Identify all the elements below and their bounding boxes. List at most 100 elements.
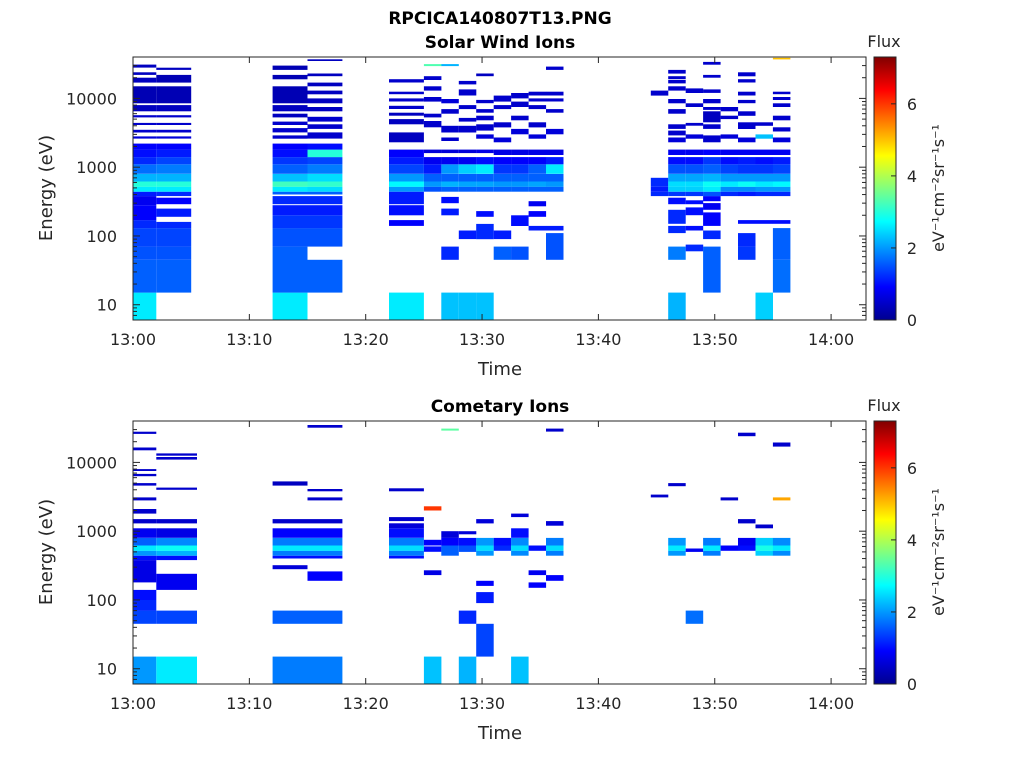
solar-wind-cell-11-0 [528, 225, 547, 231]
solar-wind-cell-4-13 [389, 105, 424, 109]
solar-wind-cell-14-10 [668, 157, 686, 165]
cometary-cell-2-4 [272, 550, 308, 556]
solar-wind-cell-1-0 [156, 259, 192, 293]
solar-wind-cell-11-3 [528, 186, 547, 192]
solar-wind-cell-0-12 [133, 157, 157, 165]
cometary-cell-3-10 [307, 489, 343, 492]
solar-wind-cell-15-6 [685, 181, 704, 187]
solar-wind-cell-19-0 [755, 292, 773, 320]
solar-wind-cell-5-9 [423, 86, 442, 91]
solar-wind-cell-20-1 [772, 228, 791, 260]
solar-wind-cell-4-10 [389, 132, 424, 143]
cometary-cell-2-1 [272, 610, 308, 624]
solar-wind-cell-16-18 [703, 74, 721, 78]
solar-wind-cell-4-1 [389, 220, 424, 226]
solar-wind-colorbar-title: Flux [867, 32, 900, 51]
solar-wind-cell-18-16 [738, 72, 756, 77]
cometary-heatmap [133, 425, 791, 684]
solar-wind-cell-1-15 [156, 129, 192, 133]
cometary-cell-2-8 [272, 519, 308, 524]
solar-wind-cell-20-8 [772, 157, 791, 165]
solar-wind-cell-16-9 [703, 164, 721, 174]
solar-wind-cell-4-0 [389, 292, 424, 320]
cometary-cell-10-0 [511, 656, 529, 684]
solar-wind-cell-1-21 [156, 67, 192, 70]
cometary-cell-3-1 [307, 610, 343, 624]
solar-wind-cell-3-1 [307, 228, 343, 247]
cometary-cell-19-2 [755, 537, 773, 546]
solar-wind-cell-14-9 [668, 164, 686, 174]
cometary-cell-19-3 [755, 524, 773, 529]
solar-wind-cell-20-2 [772, 220, 791, 224]
cometary-cell-2-7 [272, 528, 308, 538]
solar-wind-cell-4-2 [389, 205, 424, 216]
cometary-cell-13-0 [650, 494, 669, 498]
cometary-ions-panel: Cometary Ions 13:00 13:10 13:20 13:30 13:40 1… [36, 396, 948, 744]
solar-wind-cell-17-3 [720, 173, 739, 182]
solar-wind-cell-4-16 [389, 79, 424, 83]
solar-wind-cell-12-5 [546, 164, 564, 174]
solar-wind-cell-2-11 [272, 157, 308, 165]
solar-wind-cell-8-9 [476, 134, 494, 139]
solar-wind-cell-20-4 [772, 186, 791, 192]
solar-wind-cell-3-10 [307, 157, 343, 165]
solar-wind-cell-2-17 [272, 113, 308, 118]
cometary-cell-0-8 [133, 537, 157, 546]
solar-wind-cell-0-18 [133, 115, 157, 118]
cometary-cell-19-1 [755, 545, 773, 551]
solar-wind-cell-15-2 [685, 207, 704, 216]
cometary-cell-1-11 [156, 453, 197, 456]
solar-wind-cell-11-7 [528, 157, 547, 165]
solar-wind-ions-panel: Solar Wind Ions 13:00 13:10 13:20 13:30 13:4… [36, 32, 948, 380]
solar-wind-colorbar-tick-label-2: 4 [907, 167, 917, 186]
solar-wind-cell-12-11 [546, 91, 564, 96]
solar-wind-cell-6-6 [441, 173, 459, 182]
cometary-cell-18-3 [738, 432, 756, 437]
solar-wind-cell-9-5 [493, 164, 512, 174]
solar-wind-cell-10-1 [511, 215, 529, 226]
solar-wind-cell-0-4 [133, 220, 157, 229]
solar-wind-cell-6-11 [441, 125, 459, 133]
solar-wind-cell-20-11 [772, 127, 791, 132]
cometary-cell-11-2 [528, 545, 547, 551]
solar-wind-cell-16-14 [703, 111, 721, 123]
solar-wind-cell-0-7 [133, 191, 157, 197]
solar-wind-cell-8-11 [476, 115, 494, 121]
cometary-cell-4-2 [389, 545, 424, 551]
solar-wind-y-label: Energy (eV) [36, 135, 57, 241]
solar-wind-cell-20-10 [772, 137, 791, 143]
solar-wind-cell-17-6 [720, 149, 739, 155]
solar-wind-cell-0-5 [133, 205, 157, 221]
solar-wind-cell-0-1 [133, 259, 157, 293]
solar-wind-cell-4-11 [389, 119, 424, 125]
cometary-cell-4-7 [389, 488, 424, 492]
cometary-cell-20-2 [772, 537, 791, 546]
solar-wind-cell-2-9 [272, 173, 308, 182]
solar-wind-cell-4-4 [389, 186, 424, 192]
solar-wind-cell-11-6 [528, 164, 547, 174]
solar-wind-cell-2-18 [272, 105, 308, 112]
solar-wind-cell-10-7 [511, 149, 529, 155]
solar-wind-cell-1-11 [156, 157, 192, 165]
cometary-y-tick-label-2: 1000 [76, 522, 117, 541]
cometary-cell-6-3 [441, 428, 459, 431]
solar-wind-cell-4-14 [389, 98, 424, 102]
solar-wind-cell-15-3 [685, 200, 704, 205]
solar-wind-cell-11-1 [528, 211, 547, 217]
cometary-cell-20-1 [772, 545, 791, 551]
solar-wind-cell-7-11 [458, 89, 477, 96]
cometary-colorbar-gradient [873, 420, 897, 685]
cometary-x-label: Time [477, 723, 522, 744]
cometary-cell-0-3 [133, 589, 157, 600]
solar-wind-cell-16-2 [703, 212, 721, 226]
cometary-cell-7-4 [458, 531, 477, 535]
cometary-cell-2-6 [272, 537, 308, 546]
cometary-cell-6-0 [441, 545, 459, 556]
solar-wind-cell-0-2 [133, 246, 157, 260]
solar-wind-cell-12-1 [546, 225, 564, 231]
cometary-cell-17-0 [720, 545, 739, 551]
cometary-cell-1-10 [156, 457, 197, 460]
solar-wind-cell-12-12 [546, 66, 564, 70]
cometary-cell-9-0 [493, 545, 512, 551]
cometary-cell-4-6 [389, 517, 424, 522]
